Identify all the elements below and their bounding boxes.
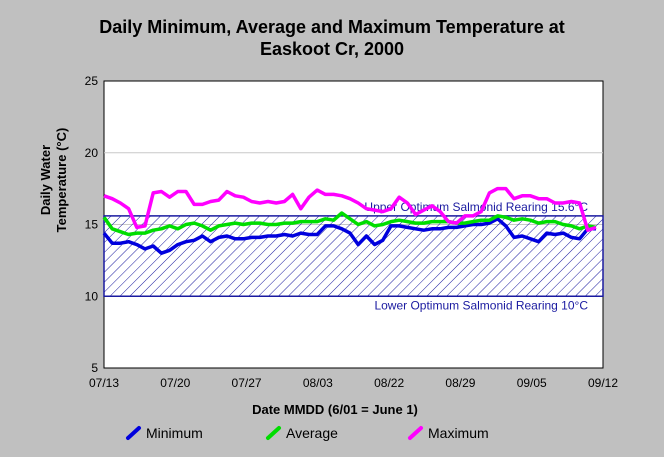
- series-line-average: [102, 211, 597, 237]
- y-tick-label: 20: [85, 146, 99, 160]
- lower-optimum-label: Lower Optimum Salmonid Rearing 10°C: [374, 298, 588, 312]
- x-tick-label: 09/12: [588, 376, 618, 390]
- y-tick-label: 10: [85, 289, 99, 303]
- x-tick-label: 07/20: [160, 376, 190, 390]
- chart-title-line-2: Easkoot Cr, 2000: [260, 39, 404, 59]
- legend-label: Maximum: [428, 425, 489, 441]
- y-axis-ticks: 5 10 15 20 25: [85, 74, 99, 375]
- series-line-minimum: [102, 217, 596, 255]
- y-tick-label: 15: [85, 218, 99, 232]
- series-lines: [102, 186, 597, 255]
- legend-item-minimum: Minimum: [126, 425, 203, 441]
- series-line-maximum: [103, 186, 597, 232]
- x-axis-ticks: 07/13 07/20 07/27 08/03 08/22 08/29 09/05 09/12: [89, 376, 618, 390]
- x-tick-label: 08/29: [445, 376, 475, 390]
- y-tick-label: 25: [85, 74, 99, 88]
- legend-swatch: [266, 426, 281, 440]
- y-axis-title-line-2: Temperature (°C): [54, 128, 69, 233]
- legend-swatch: [126, 426, 141, 440]
- x-tick-label: 07/27: [232, 376, 262, 390]
- legend-label: Average: [286, 425, 338, 441]
- x-tick-label: 09/05: [517, 376, 547, 390]
- legend-item-average: Average: [266, 425, 338, 441]
- y-axis-title-line-1: Daily Water: [38, 145, 53, 215]
- optimum-band: [103, 215, 604, 297]
- chart-title-line-1: Daily Minimum, Average and Maximum Tempe…: [99, 17, 564, 37]
- x-tick-label: 08/03: [303, 376, 333, 390]
- legend-label: Minimum: [146, 425, 203, 441]
- legend-swatch: [408, 426, 423, 440]
- x-tick-label: 08/22: [374, 376, 404, 390]
- legend: Minimum Average Maximum: [126, 425, 489, 441]
- x-tick-label: 07/13: [89, 376, 119, 390]
- legend-item-maximum: Maximum: [408, 425, 489, 441]
- y-tick-label: 5: [91, 361, 98, 375]
- x-axis-title: Date MMDD (6/01 = June 1): [252, 402, 418, 417]
